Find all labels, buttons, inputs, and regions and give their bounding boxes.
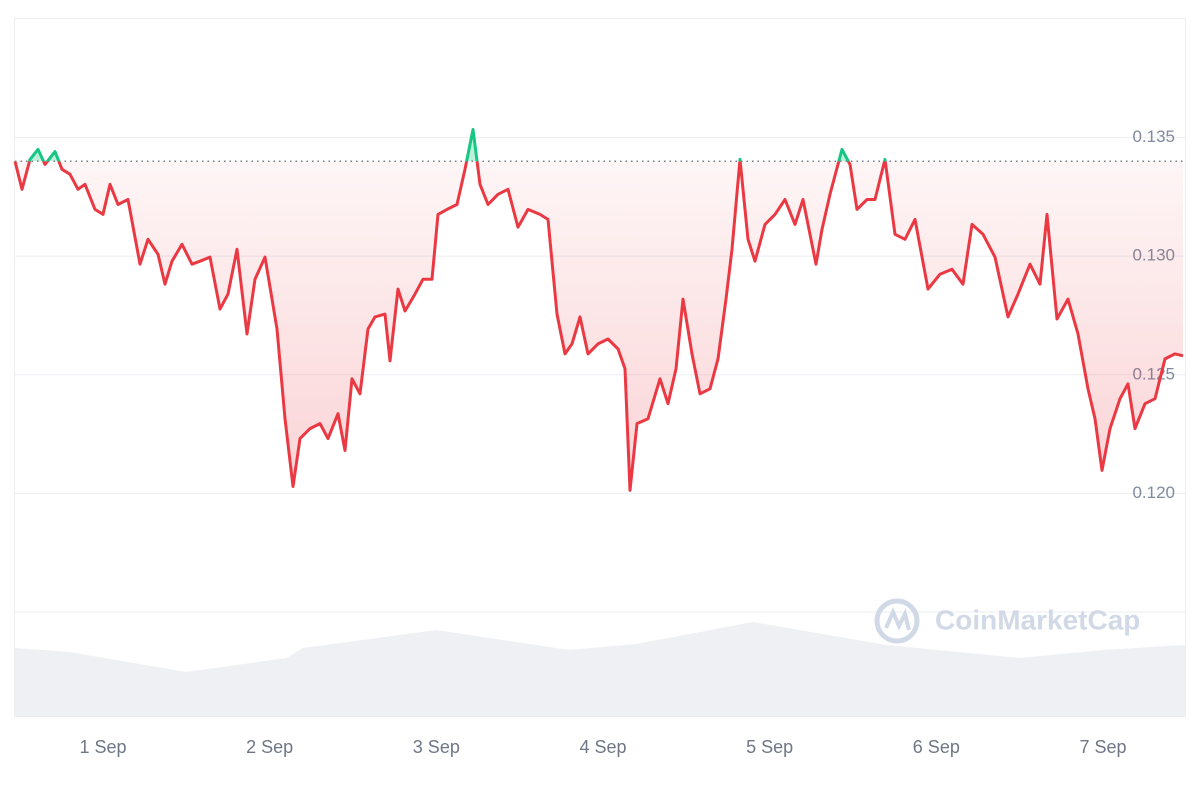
price-line <box>13 161 1184 492</box>
x-tick-label: 7 Sep <box>1079 737 1126 757</box>
price-layer <box>13 128 1185 492</box>
x-tick-label: 4 Sep <box>579 737 626 757</box>
watermark-logo <box>874 598 920 644</box>
x-tick-label: 3 Sep <box>413 737 460 757</box>
volume-layer <box>15 622 1185 716</box>
y-tick-label: 0.135 <box>1132 127 1175 146</box>
x-tick-label: 6 Sep <box>913 737 960 757</box>
watermark: CoinMarketCap <box>874 598 1140 644</box>
volume-area <box>15 622 1185 716</box>
watermark-logo-mark <box>884 606 911 631</box>
plot-border <box>14 18 1186 717</box>
area-below <box>15 161 1183 491</box>
watermark-text: CoinMarketCap <box>935 604 1140 635</box>
y-tick-label: 0.120 <box>1132 483 1175 502</box>
x-tick-label: 5 Sep <box>746 737 793 757</box>
x-tick-label: 2 Sep <box>246 737 293 757</box>
x-tick-label: 1 Sep <box>79 737 126 757</box>
